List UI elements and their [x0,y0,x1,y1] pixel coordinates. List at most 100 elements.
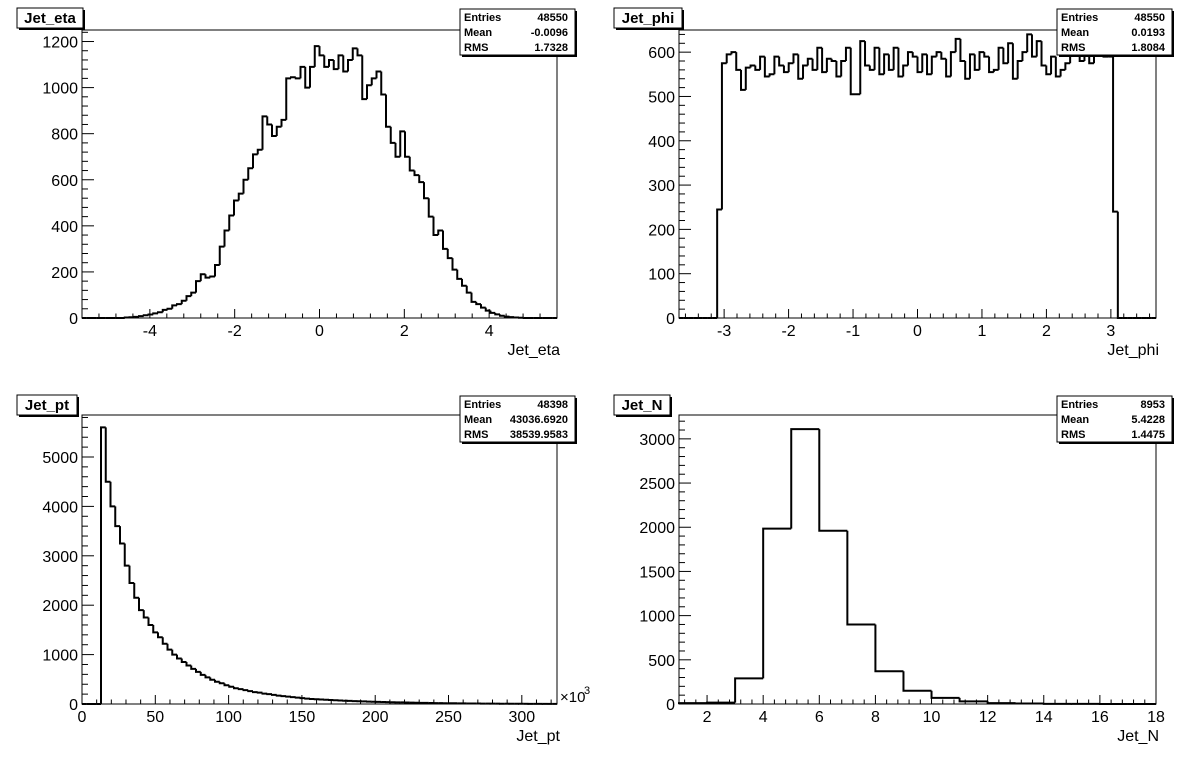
histogram-bin [997,46,1004,70]
plot-frame [678,414,1157,705]
histogram-bin [190,291,196,297]
histogram-bin [228,214,234,231]
histogram-bin [223,683,230,687]
histogram-bin [304,66,310,89]
histogram-bin [489,310,496,314]
x-tick-label: 14 [1035,709,1053,726]
histogram-bin [740,69,746,91]
histogram-bin [256,148,263,155]
histogram-bin [859,40,866,95]
histogram-bin [104,427,111,483]
histogram-bin [983,52,990,58]
stats-rms-label: RMS [1061,42,1085,54]
histogram-bin [271,693,277,696]
y-tick-label: 3000 [42,549,78,566]
histogram-bin [185,662,192,667]
y-tick-label: 600 [51,173,78,190]
x-tick-label: 4 [485,323,494,340]
histogram-bin [945,58,951,78]
histogram-bin [351,47,358,60]
x-tick-label: 6 [815,709,824,726]
y-tick-label: 2000 [639,520,675,537]
histogram-bin [954,37,961,53]
histogram-bin [242,178,249,194]
histogram-bin [484,307,491,312]
stats-box [1056,395,1173,443]
histogram-bin [142,314,149,317]
histogram-bin [399,130,405,157]
histogram-bin [209,677,215,681]
histogram-bin [261,692,268,695]
histogram-title: Jet_phi [622,10,675,27]
histogram-bin [100,426,106,704]
x-tick-label: 50 [146,709,164,726]
histogram-bin [840,60,846,77]
histogram-bin [138,597,144,612]
x-tick-label: -1 [846,323,860,340]
histogram-bin [247,167,253,180]
histogram-bin [1054,56,1061,78]
histogram-bin [233,686,239,690]
histogram-bin [494,312,500,316]
title-box [613,7,683,29]
histogram-bin [266,116,272,126]
histogram-bin [754,65,761,71]
histogram-bin [190,665,196,670]
stats-entries-label: Entries [464,12,501,24]
histogram-bin [285,77,291,120]
x-tick-label: 0 [913,323,922,340]
histogram-bin [930,690,960,699]
histogram-bin [195,668,201,673]
stats-box [1056,8,1173,56]
histogram-bin [157,311,163,314]
y-tick-label: 200 [648,222,675,239]
x-tick-label: 18 [1147,709,1165,726]
x-tick-label: 100 [215,709,242,726]
histogram-bin [161,637,168,645]
histogram-bin [499,314,505,317]
histogram-bin [252,691,258,694]
histogram-bin [802,64,808,79]
histogram-bin [759,55,765,70]
histogram-bin [218,245,225,266]
histogram-bin [720,62,727,210]
histogram-bin [873,46,880,70]
histogram-bin [199,671,206,676]
y-tick-label: 5000 [42,450,78,467]
histogram-bin [1045,65,1052,76]
x-axis-title: Jet_phi [1107,342,1159,359]
histogram-bin [846,530,876,626]
histogram-bin [461,278,467,287]
histogram-bin [906,51,913,66]
x-tick-label: 10 [923,709,941,726]
stats-entries-label: Entries [1061,12,1098,24]
histogram-bin [725,53,732,64]
histogram-bin [1030,34,1037,58]
x-tick-label: -4 [143,323,157,340]
histogram-bin [930,55,937,75]
histogram-bin [370,77,377,86]
histogram-bin [1050,55,1056,75]
y-tick-label: 0 [666,311,675,328]
x-axis-multiplier-exponent: 3 [584,685,590,697]
histogram-bin [456,269,462,280]
x-tick-label: 3 [1106,323,1115,340]
x-tick-label: 0 [78,709,87,726]
histogram-bin [275,125,282,136]
stats-rms-label: RMS [464,429,488,441]
stats-mean-label: Mean [464,414,492,426]
histogram-bin [992,68,999,73]
x-tick-label: 16 [1091,709,1109,726]
histogram-bin [762,527,792,679]
histogram-bin [161,308,168,313]
histogram-bin [214,679,220,683]
histogram-bin [749,64,756,68]
histogram-bin [332,59,339,71]
histogram-bin [171,304,177,309]
histogram-bin [921,53,928,73]
x-tick-label: 150 [289,709,316,726]
histogram-bin [734,677,764,703]
stats-box [459,395,576,443]
plot-frame [81,29,558,319]
